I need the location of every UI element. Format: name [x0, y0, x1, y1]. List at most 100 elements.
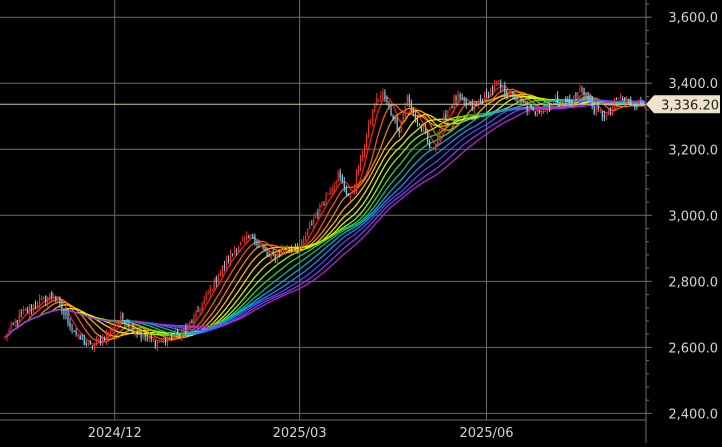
candle-body	[514, 94, 516, 101]
candle-body	[597, 105, 599, 110]
candle-body	[209, 288, 211, 293]
candle-body	[262, 245, 264, 249]
candle-body	[73, 330, 75, 332]
candle-body	[138, 333, 140, 335]
candle-body	[203, 299, 205, 305]
candle-body	[10, 324, 12, 330]
candle-body	[542, 108, 545, 111]
candle-body	[233, 250, 236, 253]
candle-body	[453, 97, 455, 109]
candle-body	[148, 336, 150, 340]
candle-body	[380, 95, 382, 100]
candle-body	[276, 252, 278, 260]
candle-body	[134, 331, 136, 334]
candle-body	[435, 144, 437, 150]
candle-body	[28, 306, 31, 314]
candle-body	[429, 141, 431, 149]
candle-body	[175, 331, 177, 335]
candle-body	[103, 337, 106, 340]
candle-body	[65, 312, 67, 315]
candle-body	[532, 107, 534, 111]
candle-body	[445, 114, 447, 119]
candle-body	[506, 91, 508, 96]
candle-body	[181, 330, 183, 339]
candle-body	[477, 101, 479, 105]
candle-body	[459, 94, 461, 99]
candle-body	[164, 340, 167, 342]
y-tick-label: 3,600.0	[668, 11, 718, 26]
candle-body	[307, 229, 309, 236]
candle-body	[345, 187, 347, 194]
candle-body	[162, 338, 165, 341]
candle-body	[418, 124, 421, 126]
candle-body	[93, 343, 96, 350]
candle-body	[624, 97, 626, 101]
candle-body	[557, 95, 559, 103]
candle-body	[136, 333, 138, 335]
candle-body	[394, 117, 396, 119]
candle-body	[589, 99, 591, 101]
candle-body	[22, 310, 24, 312]
candle-body	[286, 246, 289, 249]
candle-body	[347, 193, 349, 196]
candle-body	[110, 328, 112, 335]
ma-line-16	[4, 98, 645, 337]
candle-body	[171, 336, 173, 341]
candle-body	[433, 148, 435, 151]
candle-body	[173, 336, 175, 340]
candle-body	[252, 234, 254, 239]
candle-body	[552, 100, 555, 103]
candle-body	[57, 298, 59, 302]
candle-body	[632, 105, 634, 107]
candle-body	[536, 113, 538, 116]
candle-body	[382, 91, 384, 98]
candle-body	[294, 246, 297, 248]
y-tick-label: 2,600.0	[668, 341, 718, 356]
candle-body	[510, 91, 512, 95]
candle-body	[357, 169, 360, 173]
candle-body	[496, 82, 498, 85]
candle-body	[410, 102, 412, 109]
candle-body	[534, 111, 536, 115]
y-tick-label: 3,400.0	[668, 77, 718, 92]
candle-body	[339, 171, 341, 178]
candle-body	[573, 95, 575, 107]
candle-body	[219, 271, 221, 276]
candle-body	[305, 236, 307, 240]
candle-body	[386, 98, 388, 102]
candle-body	[577, 91, 579, 98]
candle-body	[359, 156, 362, 170]
candle-body	[441, 120, 443, 132]
candle-body	[274, 255, 276, 258]
candle-body	[520, 98, 522, 101]
candle-body	[398, 127, 400, 133]
candle-body	[622, 98, 624, 100]
candle-body	[16, 320, 18, 323]
candle-body	[323, 203, 325, 205]
last-price-label: 3,336.20	[661, 98, 719, 113]
candle-body	[585, 94, 587, 96]
candle-body	[575, 93, 577, 97]
candle-body	[244, 239, 246, 241]
candle-body	[122, 313, 124, 319]
last-price-tag	[646, 95, 720, 114]
candle-body	[605, 114, 607, 116]
candle-body	[581, 88, 583, 90]
candle-body	[18, 313, 20, 322]
candle-body	[546, 105, 549, 109]
candle-body	[61, 303, 63, 311]
candle-body	[388, 103, 390, 107]
candle-body	[502, 85, 504, 89]
candle-body	[378, 99, 380, 101]
candle-body	[211, 289, 213, 291]
candle-body	[530, 104, 532, 109]
candle-body	[85, 343, 87, 345]
candle-body	[290, 246, 293, 249]
candle-body	[264, 247, 266, 252]
candle-body	[628, 99, 630, 101]
candle-body	[195, 310, 197, 318]
candle-body	[569, 99, 571, 103]
candle-body	[112, 330, 114, 332]
